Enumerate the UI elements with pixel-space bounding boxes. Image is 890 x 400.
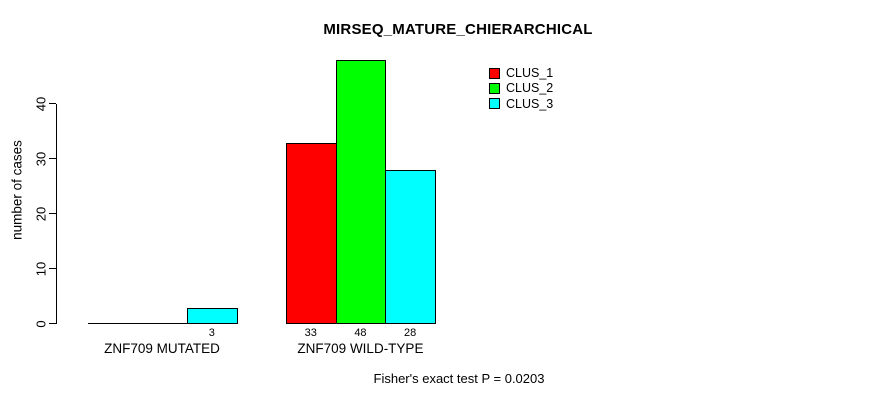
bar-clus-2-znf709-wild-type xyxy=(336,60,386,324)
legend: CLUS_1 CLUS_2 CLUS_3 xyxy=(489,66,553,111)
bar-value-label: 33 xyxy=(304,326,317,339)
bar-clus-2-znf709-mutated xyxy=(137,323,188,324)
y-axis-tick xyxy=(49,158,56,159)
y-axis-tick-label: 30 xyxy=(33,151,49,167)
y-axis-tick-label: 0 xyxy=(33,320,49,328)
bar-clus-1-znf709-mutated xyxy=(88,323,138,324)
bar-clus-3-znf709-mutated xyxy=(187,307,238,324)
legend-item-clus-1: CLUS_1 xyxy=(489,66,553,80)
bar-clus-1-znf709-wild-type xyxy=(286,142,337,324)
y-axis-tick-label: 10 xyxy=(33,261,49,277)
y-axis-tick xyxy=(49,103,56,104)
category-label-znf709-wild-type: ZNF709 WILD-TYPE xyxy=(297,340,424,356)
bar-value-label: 28 xyxy=(404,326,417,339)
legend-item-clus-2: CLUS_2 xyxy=(489,81,553,95)
chart-title: MIRSEQ_MATURE_CHIERARCHICAL xyxy=(323,21,593,38)
y-axis-line xyxy=(56,104,57,324)
y-axis-title: number of cases xyxy=(9,140,25,240)
y-axis-tick-label: 20 xyxy=(33,206,49,222)
bar-clus-3-znf709-wild-type xyxy=(385,170,436,324)
annotation-fisher-test: Fisher's exact test P = 0.0203 xyxy=(373,371,545,386)
y-axis-tick xyxy=(49,268,56,269)
bar-value-label: 48 xyxy=(354,326,367,339)
legend-swatch-clus-2 xyxy=(489,82,500,94)
y-axis-tick xyxy=(49,323,56,324)
legend-item-clus-3: CLUS_3 xyxy=(489,97,553,111)
y-axis-tick xyxy=(49,213,56,214)
y-axis-tick-label: 40 xyxy=(33,96,49,112)
legend-label: CLUS_3 xyxy=(506,96,554,111)
category-label-znf709-mutated: ZNF709 MUTATED xyxy=(104,340,220,356)
legend-swatch-clus-3 xyxy=(489,98,500,110)
legend-swatch-clus-1 xyxy=(489,67,500,79)
legend-label: CLUS_1 xyxy=(506,66,554,80)
bar-value-label: 3 xyxy=(208,326,215,339)
legend-label: CLUS_2 xyxy=(506,81,554,96)
